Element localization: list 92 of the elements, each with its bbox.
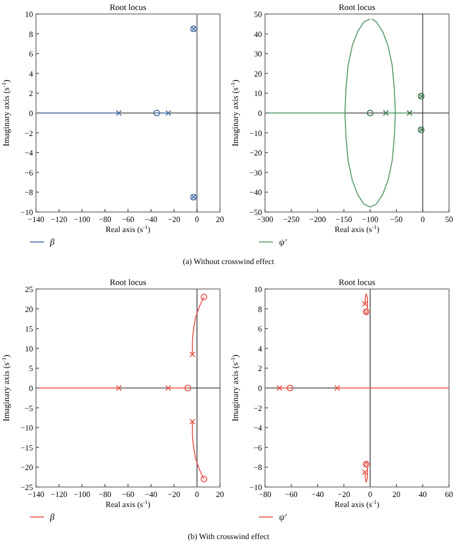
x-tick-label: −140 xyxy=(28,490,44,499)
x-tick-label: −100 xyxy=(74,215,90,224)
x-tick-label: 0 xyxy=(195,215,199,224)
x-tick-label: −20 xyxy=(338,490,350,499)
x-tick-label: −80 xyxy=(98,215,112,224)
y-tick-label: 0 xyxy=(29,109,33,118)
y-tick-label: −6 xyxy=(253,443,262,452)
y-tick-label: 6 xyxy=(258,324,262,334)
x-tick-label: −250 xyxy=(283,215,300,224)
x-tick-label: −120 xyxy=(50,490,68,499)
y-tick-label: 10 xyxy=(25,344,33,354)
legend-label: β xyxy=(49,512,55,522)
x-tick-label: −60 xyxy=(285,490,298,499)
y-tick-label: −5 xyxy=(24,404,33,413)
x-tick-label: −40 xyxy=(311,490,324,499)
chart-title: Root locus xyxy=(338,277,376,287)
y-tick-label: −10 xyxy=(20,208,33,217)
y-tick-label: −40 xyxy=(249,188,262,198)
y-tick-label: 4 xyxy=(29,69,33,78)
x-axis-title: Real axis (s$^{-1}$) xyxy=(334,225,380,234)
y-tick-label: 0 xyxy=(258,109,262,118)
legend-label: ψ′ xyxy=(279,512,288,522)
text: (a) Without crosswind effect xyxy=(182,257,275,266)
y-tick-label: 10 xyxy=(254,285,262,294)
y-tick-label: 5 xyxy=(29,364,33,374)
y-tick-label: −10 xyxy=(249,483,262,492)
x-tick-label: −150 xyxy=(336,215,352,224)
x-tick-label: −50 xyxy=(390,215,403,224)
x-tick-label: 0 xyxy=(368,490,372,499)
x-tick-label: −20 xyxy=(168,215,180,224)
x-tick-label: −80 xyxy=(98,490,112,499)
x-axis-title: Real axis (s$^{-1}$) xyxy=(106,225,151,234)
y-tick-label: 6 xyxy=(29,50,33,59)
text: (b) With crosswind effect xyxy=(188,532,270,541)
x-tick-label: −80 xyxy=(258,490,272,499)
y-tick-label: 4 xyxy=(258,344,262,354)
x-tick-label: −300 xyxy=(256,215,274,224)
y-tick-label: 0 xyxy=(29,384,33,393)
x-tick-label: 40 xyxy=(418,490,427,499)
x-tick-label: −60 xyxy=(122,215,134,224)
y-tick-label: −10 xyxy=(249,128,262,138)
y-tick-label: −10 xyxy=(20,424,33,433)
x-tick-label: 0 xyxy=(195,490,199,499)
x-tick-label: 60 xyxy=(445,490,453,499)
legend-label: β xyxy=(49,237,55,247)
x-tick-label: 20 xyxy=(216,490,224,499)
y-tick-label: −50 xyxy=(249,208,262,217)
y-tick-label: 20 xyxy=(254,69,262,78)
x-axis-title: Real axis (s$^{-1}$) xyxy=(106,500,151,509)
x-tick-label: −20 xyxy=(168,490,180,499)
x-tick-label: −140 xyxy=(28,215,44,224)
y-tick-label: 25 xyxy=(25,285,33,294)
x-tick-label: −40 xyxy=(144,490,158,499)
y-tick-label: −25 xyxy=(20,483,33,492)
x-tick-label: −200 xyxy=(309,215,326,224)
y-tick-label: 2 xyxy=(258,364,262,374)
y-tick-label: 8 xyxy=(29,30,33,39)
y-tick-label: 0 xyxy=(258,384,262,393)
y-tick-label: −20 xyxy=(249,148,262,158)
x-tick-label: 20 xyxy=(216,215,224,224)
x-tick-label: −120 xyxy=(50,215,68,224)
y-tick-label: −4 xyxy=(24,148,33,158)
y-tick-label: −4 xyxy=(253,424,262,433)
x-tick-label: 20 xyxy=(392,490,400,499)
y-tick-label: −8 xyxy=(253,463,262,472)
legend-label: ψ′ xyxy=(279,237,288,247)
y-tick-label: 50 xyxy=(254,10,262,19)
x-tick-label: −60 xyxy=(122,490,134,499)
y-tick-label: 40 xyxy=(254,30,262,39)
y-tick-label: 2 xyxy=(29,89,33,98)
x-tick-label: −40 xyxy=(144,215,158,224)
chart-title: Root locus xyxy=(338,2,376,12)
x-tick-label: 0 xyxy=(420,215,425,224)
y-tick-label: 10 xyxy=(25,10,33,19)
y-tick-label: −20 xyxy=(20,463,33,472)
y-tick-label: −30 xyxy=(249,168,262,178)
x-tick-label: −100 xyxy=(362,215,378,224)
x-axis-title: Real axis (s$^{-1}$) xyxy=(334,500,380,509)
y-tick-label: 30 xyxy=(254,50,262,59)
y-tick-label: 10 xyxy=(254,89,262,98)
y-tick-label: −6 xyxy=(24,168,33,178)
y-tick-label: −15 xyxy=(20,443,33,452)
x-tick-label: −100 xyxy=(74,490,90,499)
x-tick-label: 50 xyxy=(445,215,453,224)
chart-title: Root locus xyxy=(110,277,146,287)
y-tick-label: −2 xyxy=(24,128,33,138)
y-tick-label: −2 xyxy=(253,404,262,413)
y-tick-label: −8 xyxy=(24,188,33,198)
y-tick-label: 20 xyxy=(25,304,33,314)
chart-title: Root locus xyxy=(110,2,146,12)
y-tick-label: 15 xyxy=(25,324,33,334)
y-tick-label: 8 xyxy=(258,304,262,314)
